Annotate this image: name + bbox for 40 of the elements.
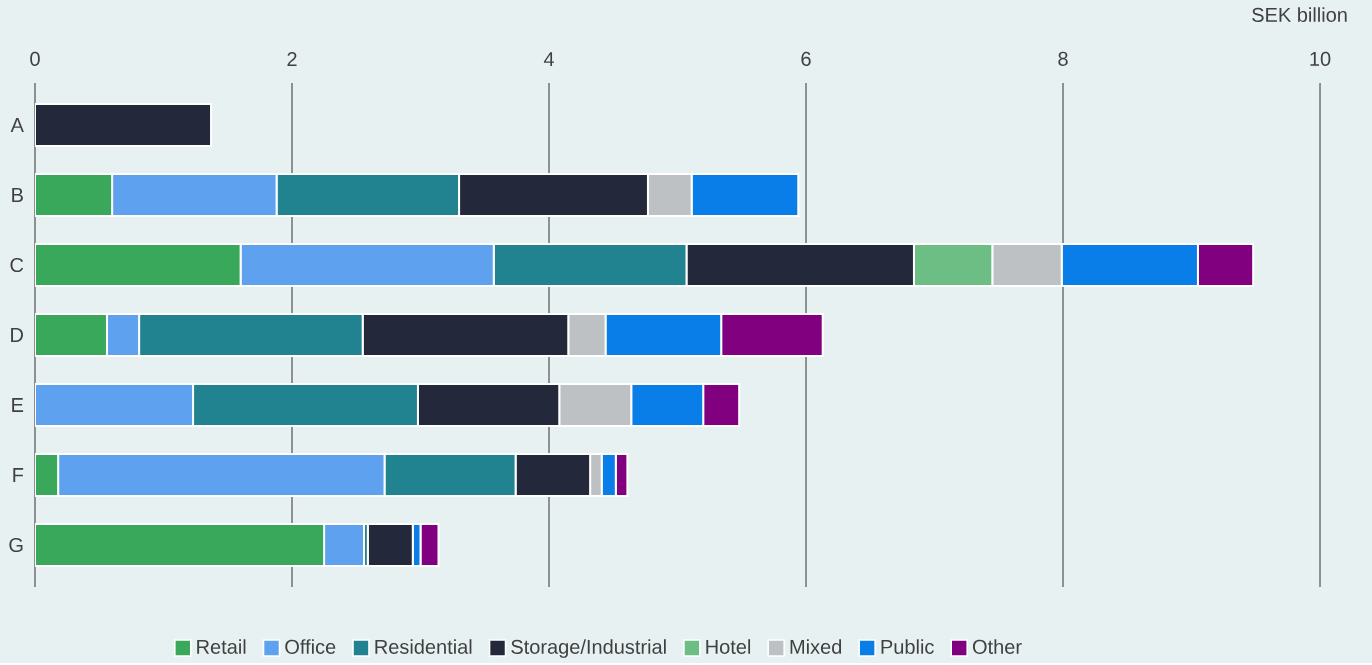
x-tick-label: 10 (1310, 51, 1331, 67)
legend-label: Storage/Industrial (511, 639, 666, 659)
bar (685, 243, 915, 288)
x-axis-title: SEK billion (1252, 7, 1347, 23)
bar (239, 243, 495, 288)
bar (35, 383, 195, 428)
bar (111, 173, 278, 218)
y-tick-label: E (12, 398, 24, 413)
bar (35, 173, 114, 218)
x-tick-label: 2 (287, 52, 297, 67)
bar (366, 523, 414, 568)
bar (323, 523, 365, 568)
y-tick-label: G (9, 538, 23, 553)
bar (35, 313, 108, 358)
x-tick-label: 8 (1058, 51, 1068, 67)
legend-label: Hotel (706, 639, 751, 655)
y-tick-label: A (10, 118, 24, 133)
bar (416, 383, 561, 428)
bar (138, 313, 364, 358)
y-tick-label: F (13, 468, 24, 483)
y-tick-label: D (11, 328, 23, 343)
bar (35, 243, 242, 288)
y-tick-label: C (10, 258, 24, 273)
legend-label: Other (972, 639, 1022, 655)
bar (35, 103, 213, 148)
legend-label: Retail (197, 639, 246, 655)
y-tick-label: B (12, 188, 23, 203)
bar (57, 453, 386, 498)
legend-label: Mixed (790, 639, 842, 655)
x-tick-label: 6 (801, 51, 811, 67)
bar (361, 313, 570, 358)
bar (458, 173, 649, 218)
bar (35, 523, 326, 568)
x-tick-label: 0 (30, 51, 40, 67)
bar (514, 453, 592, 498)
x-tick-label: 4 (543, 52, 554, 67)
bar (192, 383, 419, 428)
legend-label: Public (881, 639, 934, 655)
legend-label: Residential (375, 639, 472, 655)
legend-label: Office (285, 639, 336, 655)
